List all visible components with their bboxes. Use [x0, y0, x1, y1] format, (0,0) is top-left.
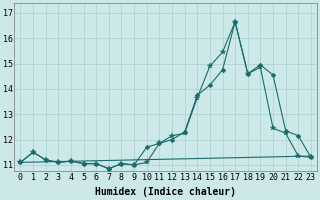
X-axis label: Humidex (Indice chaleur): Humidex (Indice chaleur)	[95, 187, 236, 197]
